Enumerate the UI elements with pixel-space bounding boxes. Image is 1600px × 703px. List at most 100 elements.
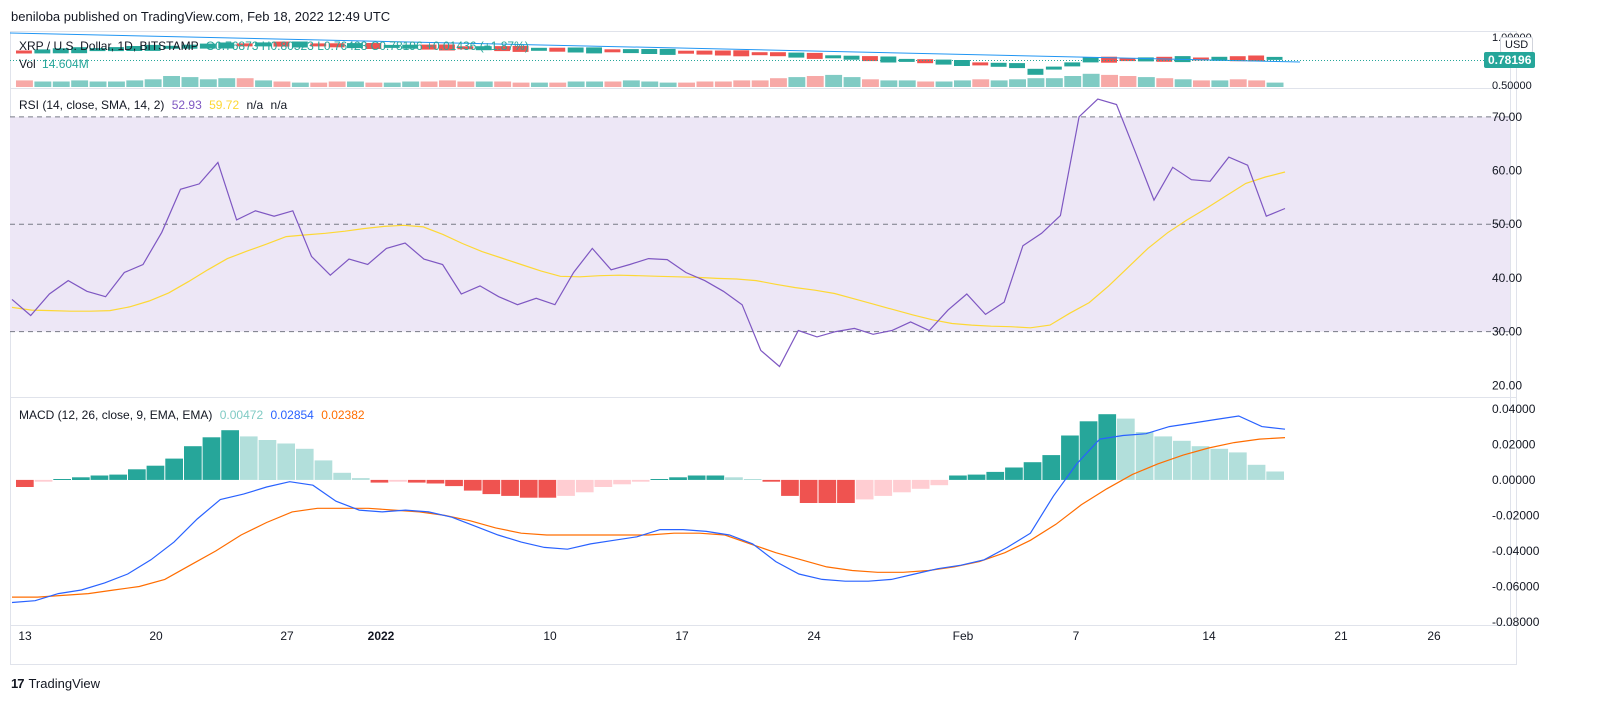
price-candle bbox=[291, 41, 308, 48]
rsi-value: 52.93 bbox=[171, 98, 202, 112]
macd-histogram-bar bbox=[893, 479, 911, 493]
volume-bar bbox=[1266, 82, 1284, 87]
rsi-ma-line bbox=[11, 171, 1286, 329]
price-candle bbox=[1101, 56, 1117, 63]
price-candle bbox=[549, 47, 566, 52]
volume-bar bbox=[972, 79, 990, 87]
volume-bar bbox=[34, 81, 52, 87]
macd-histogram-bar bbox=[314, 460, 333, 480]
volume-bar bbox=[1137, 77, 1155, 87]
macd-histogram-bar bbox=[1173, 440, 1191, 480]
macd-histogram-bar bbox=[16, 479, 34, 487]
price-candle bbox=[439, 44, 455, 51]
volume-bars bbox=[16, 73, 1284, 87]
volume-bar bbox=[641, 81, 659, 87]
volume-bar bbox=[678, 82, 695, 87]
volume-bar bbox=[494, 81, 512, 87]
volume-bar bbox=[659, 82, 677, 87]
price-candle bbox=[935, 59, 952, 65]
macd-histogram-bar bbox=[706, 475, 725, 480]
macd-histogram-bar bbox=[613, 479, 631, 485]
volume-bar bbox=[1119, 76, 1137, 87]
macd-histogram-bar bbox=[239, 436, 258, 480]
last-price-badge: 0.78196 bbox=[1484, 52, 1536, 68]
price-candle bbox=[420, 44, 437, 50]
price-candle bbox=[144, 44, 161, 51]
time-axis-tick: 20 bbox=[149, 629, 163, 643]
rsi-axis-tick: 40.00 bbox=[1492, 271, 1522, 285]
price-candle bbox=[659, 48, 676, 55]
y-axes[interactable]: 70.00 60.00 50.00 40.00 30.00 20.00 0.04000 0.0… bbox=[1492, 110, 1540, 629]
price-candle bbox=[567, 47, 584, 53]
volume-bar bbox=[475, 81, 493, 87]
macd-axis-tick: -0.06000 bbox=[1492, 580, 1540, 594]
price-candle bbox=[402, 44, 419, 49]
volume-bar bbox=[862, 79, 879, 87]
price-candles bbox=[16, 41, 1283, 75]
macd-histogram-bar bbox=[1005, 467, 1023, 480]
macd-axis-tick: -0.02000 bbox=[1492, 508, 1540, 522]
time-axis-tick: 21 bbox=[1334, 629, 1348, 643]
high-value: H0.80523 bbox=[261, 39, 314, 53]
volume-bar bbox=[733, 80, 751, 87]
price-candle bbox=[1266, 56, 1283, 60]
macd-histogram-bar bbox=[165, 458, 183, 480]
close-value: C0.78196 bbox=[370, 39, 423, 53]
volume-bar bbox=[71, 80, 89, 87]
price-candle bbox=[181, 44, 198, 49]
volume-bar bbox=[1193, 80, 1210, 87]
volume-bar bbox=[770, 78, 787, 87]
macd-histogram-bar bbox=[781, 479, 799, 496]
volume-bar bbox=[604, 81, 622, 87]
macd-histogram-bar bbox=[650, 479, 669, 480]
price-candle bbox=[126, 46, 143, 51]
macd-histogram-bar bbox=[949, 475, 967, 480]
volume-bar bbox=[1229, 79, 1247, 87]
macd-histogram-bar bbox=[34, 479, 53, 482]
price-candle bbox=[788, 52, 805, 58]
trendline[interactable] bbox=[9, 32, 1301, 63]
price-candle bbox=[89, 48, 106, 52]
macd-histogram-bar bbox=[631, 479, 650, 482]
macd-histogram-bar bbox=[687, 475, 706, 480]
price-candle bbox=[1229, 56, 1246, 62]
macd-hist-value: 0.00472 bbox=[219, 408, 264, 422]
volume-bar bbox=[291, 82, 309, 87]
time-axis-tick: 2022 bbox=[368, 629, 395, 643]
macd-histogram-bar bbox=[1210, 448, 1229, 480]
price-candle bbox=[880, 56, 897, 63]
volume-bar bbox=[843, 77, 861, 87]
currency-badge[interactable]: USD bbox=[1500, 37, 1534, 53]
price-candle bbox=[52, 48, 69, 54]
macd-histogram-bar bbox=[202, 437, 221, 480]
volume-bar bbox=[16, 80, 33, 87]
price-candle bbox=[917, 59, 934, 64]
volume-bar bbox=[714, 81, 732, 87]
price-candle bbox=[898, 58, 915, 62]
time-axis[interactable]: 13 20 27 2022 10 17 24 Feb 7 14 21 26 bbox=[18, 629, 1441, 643]
volume-bar bbox=[310, 82, 328, 87]
macd-histogram-bar bbox=[1191, 446, 1210, 480]
macd-histogram-bar bbox=[874, 479, 893, 496]
rsi-axis-tick: 70.00 bbox=[1492, 110, 1522, 124]
chart-frame[interactable] bbox=[10, 31, 1517, 665]
price-candle bbox=[1082, 57, 1099, 63]
macd-histogram-bar bbox=[72, 477, 90, 480]
macd-histogram-bar bbox=[445, 479, 463, 487]
macd-histogram-bar bbox=[221, 430, 239, 480]
price-candle bbox=[751, 52, 768, 56]
rsi-axis-tick: 60.00 bbox=[1492, 164, 1522, 178]
volume-bar bbox=[163, 76, 180, 87]
volume-bar bbox=[255, 80, 272, 87]
volume-bar bbox=[935, 81, 953, 87]
price-candle bbox=[843, 55, 860, 60]
price-candle bbox=[108, 47, 124, 52]
volume-bar bbox=[328, 81, 346, 87]
footer-brand[interactable]: 17 TradingView bbox=[11, 676, 100, 691]
tradingview-logo-text: TradingView bbox=[28, 676, 101, 691]
macd-histogram-bar bbox=[1098, 414, 1117, 480]
macd-histogram-bar bbox=[799, 479, 818, 503]
macd-axis-tick: 0.02000 bbox=[1492, 437, 1536, 451]
time-axis-tick: 7 bbox=[1073, 629, 1080, 643]
